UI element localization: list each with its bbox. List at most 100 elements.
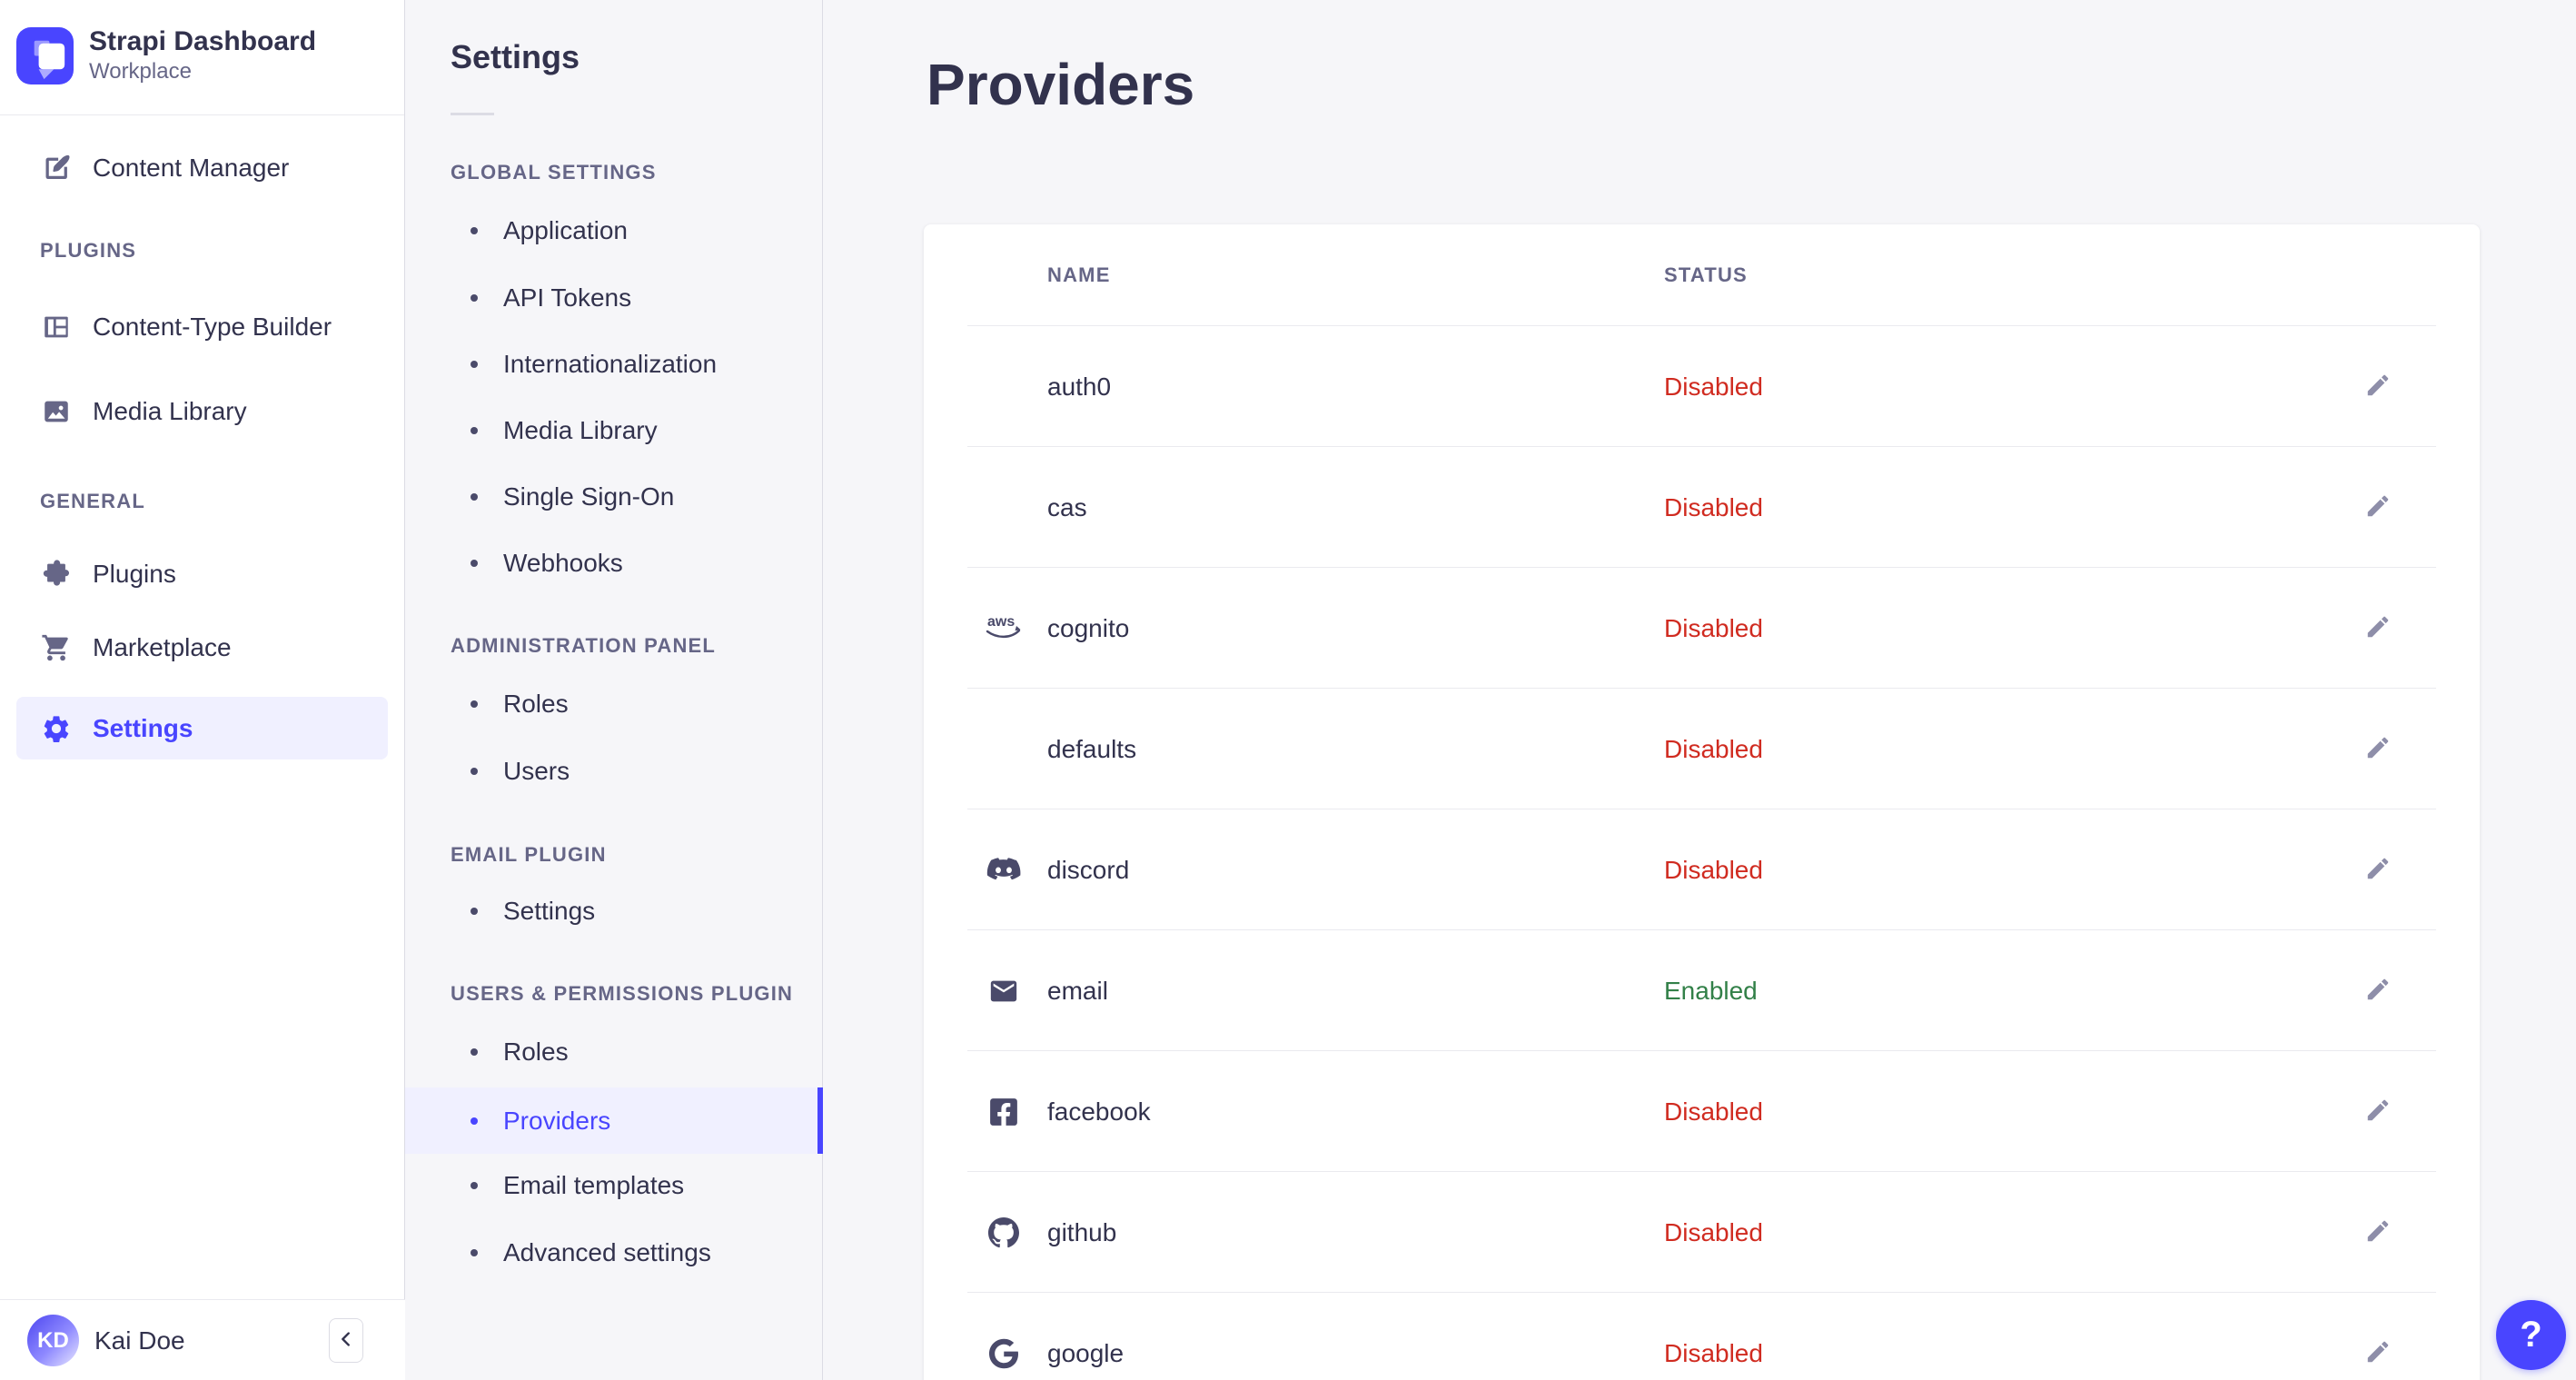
subnav-item-providers[interactable]: Providers [405, 1087, 823, 1154]
provider-name: facebook [1047, 1097, 1151, 1126]
app-title: Strapi Dashboard [89, 26, 317, 56]
subnav-title: Settings [451, 38, 580, 75]
subnav-section-global-settings: GLOBAL SETTINGS [451, 161, 657, 184]
bullet-icon [471, 1117, 478, 1125]
subnav-item-api-tokens[interactable]: API Tokens [405, 283, 823, 313]
subnav-item-label: Internationalization [503, 350, 718, 378]
subnav-item-label: Providers [503, 1106, 611, 1135]
status-badge: Disabled [1664, 1338, 1763, 1367]
sidebar-item-content-manager[interactable]: Content Manager [0, 136, 405, 200]
table-row: github Disabled [967, 1172, 2436, 1293]
pencil-icon [2364, 976, 2392, 1006]
gear-icon [40, 712, 73, 745]
providers-table-card: NAME STATUS auth0 Disabled cas Disabled … [924, 224, 2480, 1380]
sidebar-item-label: Media Library [93, 397, 247, 425]
provider-name: google [1047, 1338, 1125, 1367]
layout-grid-icon [40, 311, 73, 343]
sidebar-item-label: Plugins [93, 560, 176, 588]
provider-name: github [1047, 1217, 1117, 1246]
subnav-item-label: Roles [503, 1037, 569, 1066]
bullet-icon [471, 227, 478, 234]
edit-provider-button[interactable] [2358, 608, 2398, 648]
sidebar-item-label: Content Manager [93, 154, 290, 182]
sidebar-divider [0, 114, 404, 115]
subnav-item-email-templates[interactable]: Email templates [405, 1171, 823, 1200]
table-row: email Enabled [967, 930, 2436, 1051]
subnav-item-label: Application [503, 216, 628, 244]
subnav-item-webhooks[interactable]: Webhooks [405, 549, 823, 578]
aws-icon: aws [975, 568, 1033, 689]
brand: Strapi Dashboard Workplace [16, 25, 316, 85]
status-badge: Disabled [1664, 372, 1763, 401]
provider-name: auth0 [1047, 372, 1112, 401]
sidebar-item-content-type-builder[interactable]: Content-Type Builder [0, 295, 405, 359]
table-row: google Disabled [967, 1293, 2436, 1380]
subnav-item-application[interactable]: Application [405, 216, 823, 245]
subnav-item-label: Users [503, 757, 570, 785]
subnav-item-advanced-settings[interactable]: Advanced settings [405, 1238, 823, 1267]
shopping-cart-icon [40, 631, 73, 664]
bullet-icon [471, 294, 478, 302]
bullet-icon [471, 700, 478, 708]
subnav-item-single-sign-on[interactable]: Single Sign-On [405, 482, 823, 511]
table-row: discord Disabled [967, 809, 2436, 930]
sidebar-item-media-library[interactable]: Media Library [0, 380, 405, 443]
edit-provider-button[interactable] [2358, 970, 2398, 1010]
provider-name: cas [1047, 492, 1087, 521]
subnav-item-label: Roles [503, 690, 569, 718]
provider-name: email [1047, 976, 1108, 1005]
edit-provider-button[interactable] [2358, 1212, 2398, 1252]
pencil-icon [2364, 1097, 2392, 1127]
sidebar-section-general: GENERAL [40, 490, 145, 512]
workspace-label: Workplace [89, 59, 192, 84]
sidebar-item-marketplace[interactable]: Marketplace [0, 616, 405, 680]
collapse-sidebar-button[interactable] [329, 1318, 363, 1363]
sidebar-item-label: Settings [93, 713, 193, 742]
edit-provider-button[interactable] [2358, 849, 2398, 889]
table-row: auth0 Disabled [967, 326, 2436, 447]
pencil-icon [2364, 734, 2392, 764]
edit-provider-button[interactable] [2358, 487, 2398, 527]
edit-provider-button[interactable] [2358, 366, 2398, 406]
svg-text:aws: aws [987, 614, 1015, 630]
status-badge: Disabled [1664, 1217, 1763, 1246]
bullet-icon [471, 560, 478, 567]
subnav-item-up-roles[interactable]: Roles [405, 1037, 823, 1067]
image-icon [40, 395, 73, 428]
pencil-icon [2364, 855, 2392, 885]
table-row: aws cognito Disabled [967, 568, 2436, 689]
bullet-icon [471, 768, 478, 775]
google-icon [975, 1293, 1033, 1380]
column-header-status: STATUS [1664, 263, 1748, 286]
subnav-item-internationalization[interactable]: Internationalization [405, 350, 823, 379]
edit-provider-button[interactable] [2358, 1333, 2398, 1373]
subnav-title-divider [451, 113, 494, 115]
user-name: Kai Doe [94, 1325, 185, 1355]
table-row: facebook Disabled [967, 1051, 2436, 1172]
edit-provider-button[interactable] [2358, 729, 2398, 769]
subnav-item-label: Settings [503, 897, 596, 925]
strapi-logo-icon [16, 26, 74, 84]
github-icon [975, 1172, 1033, 1293]
subnav-item-admin-users[interactable]: Users [405, 757, 823, 786]
table-header: NAME STATUS [967, 224, 2436, 326]
subnav-section-administration-panel: ADMINISTRATION PANEL [451, 634, 717, 657]
sidebar-item-plugins[interactable]: Plugins [0, 542, 405, 606]
sidebar-item-settings[interactable]: Settings [16, 697, 388, 759]
subnav-item-email-settings[interactable]: Settings [405, 897, 823, 926]
puzzle-piece-icon [40, 558, 73, 591]
discord-icon [975, 809, 1033, 930]
subnav-item-media-library[interactable]: Media Library [405, 416, 823, 445]
edit-provider-button[interactable] [2358, 1091, 2398, 1131]
subnav-item-admin-roles[interactable]: Roles [405, 690, 823, 719]
avatar: KD [27, 1315, 79, 1366]
sidebar-section-plugins: PLUGINS [40, 239, 137, 262]
bullet-icon [471, 1249, 478, 1256]
pencil-icon [2364, 492, 2392, 522]
settings-subnav: Settings GLOBAL SETTINGS Application API… [405, 0, 823, 1380]
pencil-icon [2364, 1338, 2392, 1368]
help-button[interactable]: ? [2496, 1300, 2566, 1370]
bullet-icon [471, 908, 478, 915]
subnav-section-email-plugin: EMAIL PLUGIN [451, 843, 607, 866]
bullet-icon [471, 493, 478, 501]
